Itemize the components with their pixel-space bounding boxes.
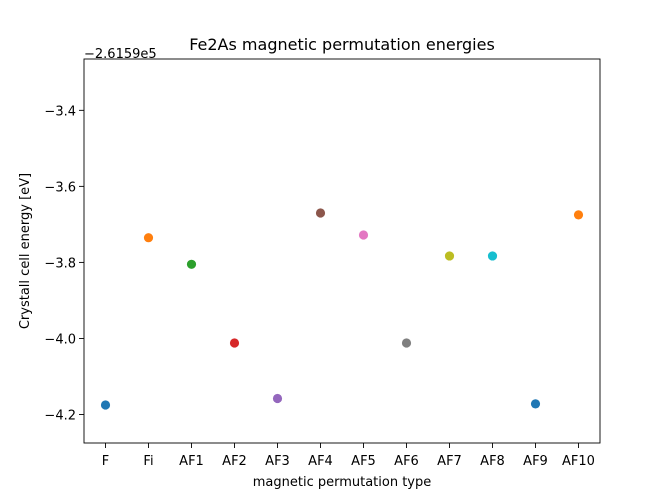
data-point-af3 bbox=[272, 393, 283, 404]
x-tick-label: AF1 bbox=[179, 454, 204, 469]
x-tick-label: Fi bbox=[143, 454, 153, 469]
plot-area: F Fi AF1 AF2 AF3 AF4 AF5 AF6 AF7 AF8 AF9 AF10 −4.2 −4… bbox=[44, 58, 601, 469]
y-tick-label: −3.4 bbox=[44, 104, 76, 119]
x-tick-label: AF5 bbox=[351, 454, 376, 469]
axes-frame bbox=[83, 58, 601, 444]
x-tick-label: AF2 bbox=[222, 454, 247, 469]
chart-title: Fe2As magnetic permutation energies bbox=[189, 35, 495, 54]
y-tick-label: −4.0 bbox=[44, 332, 76, 347]
data-point-af4 bbox=[315, 208, 326, 218]
data-point-af5 bbox=[358, 230, 369, 240]
x-tick-label: AF10 bbox=[562, 454, 595, 469]
x-tick-label: AF9 bbox=[523, 454, 548, 469]
data-point-af6 bbox=[401, 338, 412, 348]
y-offset-label: −2.6159e5 bbox=[84, 47, 157, 62]
x-tick-label: AF3 bbox=[265, 454, 290, 469]
y-tick-label: −3.6 bbox=[44, 180, 76, 195]
data-point-af7 bbox=[444, 251, 455, 261]
x-tick-label: F bbox=[102, 454, 109, 469]
x-tick-label: AF4 bbox=[308, 454, 333, 469]
data-point-af9 bbox=[530, 399, 541, 409]
data-point-af2 bbox=[229, 338, 240, 348]
data-point-af8 bbox=[487, 251, 498, 261]
y-tick-label: −4.2 bbox=[44, 408, 76, 423]
data-point-af1 bbox=[186, 259, 197, 269]
x-tick-label: AF6 bbox=[394, 454, 419, 469]
y-tick-label: −3.8 bbox=[44, 256, 76, 271]
x-tick-label: AF7 bbox=[437, 454, 462, 469]
y-axis-label: Crystall cell energy [eV] bbox=[18, 173, 33, 329]
x-tick-label: AF8 bbox=[480, 454, 505, 469]
data-point-fi bbox=[143, 233, 154, 243]
data-point-af10 bbox=[573, 210, 584, 220]
x-axis-label: magnetic permutation type bbox=[253, 475, 432, 490]
data-point-f bbox=[100, 400, 111, 410]
